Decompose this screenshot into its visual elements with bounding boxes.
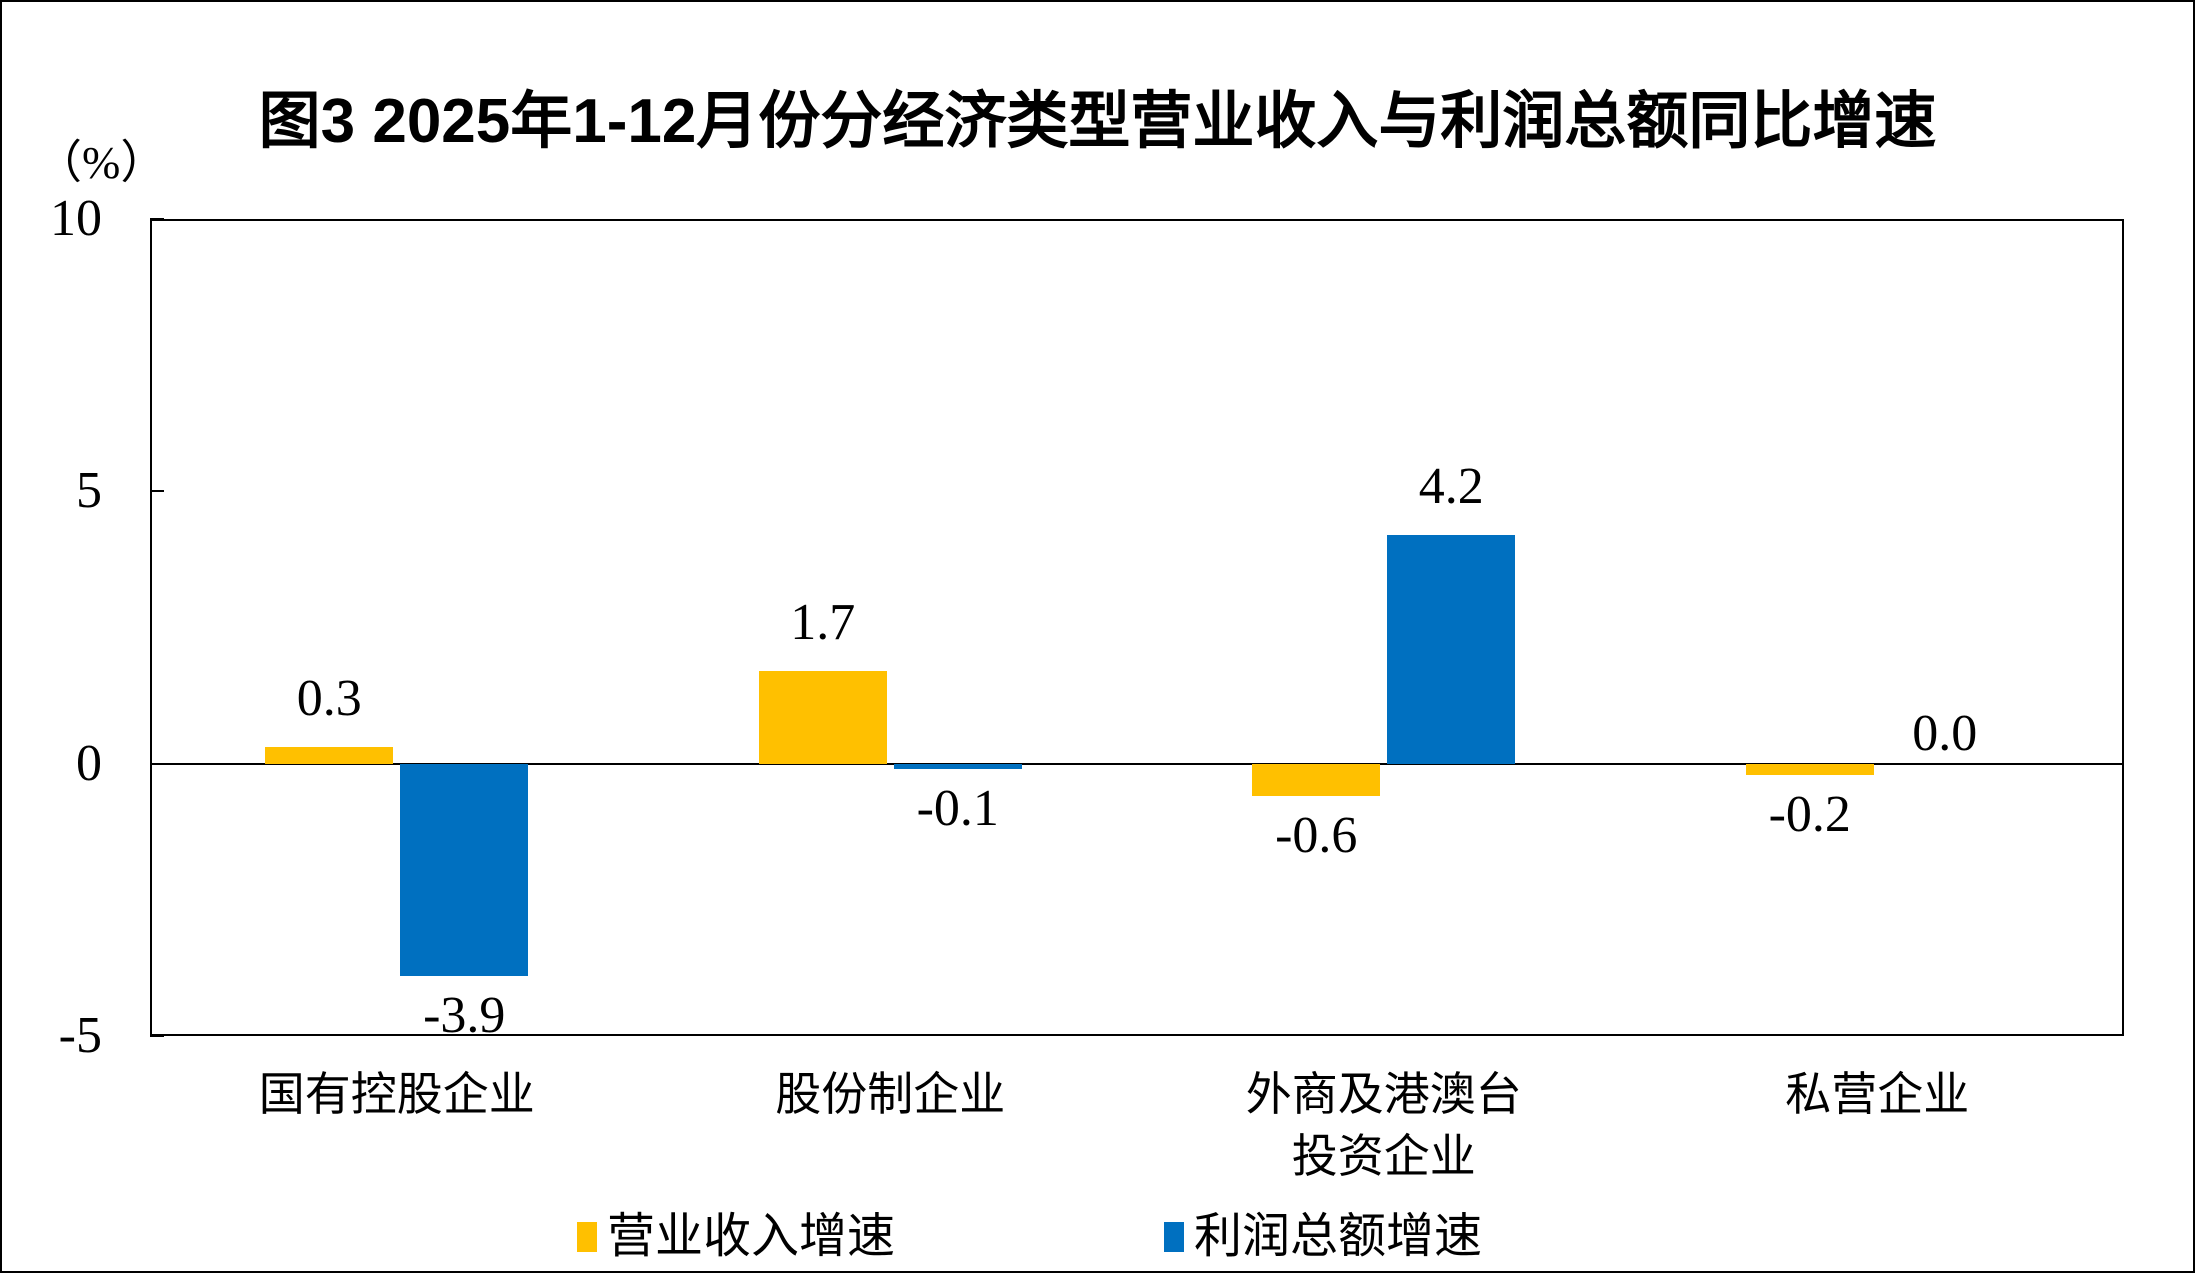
category-label: 股份制企业 <box>775 1069 1006 1120</box>
y-axis-tick <box>150 490 164 493</box>
y-tick-label: 0 <box>76 734 102 792</box>
category-label: 私营企业 <box>1785 1069 1970 1120</box>
y-axis-unit-label: （%） <box>36 137 167 188</box>
legend-label: 利润总额增速 <box>1194 1210 1483 1263</box>
bar <box>265 747 394 764</box>
y-tick-label: 10 <box>50 190 102 247</box>
category-label: 外商及港澳台 投资企业 <box>1245 1069 1522 1182</box>
bar-value-label: -0.6 <box>1275 807 1358 865</box>
bar-value-label: -0.2 <box>1768 785 1851 843</box>
bar <box>1387 534 1516 764</box>
legend-label: 营业收入增速 <box>607 1210 896 1263</box>
y-axis-tick <box>150 1035 164 1037</box>
category-label: 国有控股企业 <box>258 1069 535 1120</box>
legend-swatch <box>577 1222 597 1252</box>
legend-swatch <box>1164 1222 1184 1252</box>
y-axis-tick <box>150 218 164 220</box>
bar <box>758 671 887 764</box>
bar-value-label: 0.0 <box>1912 704 1978 762</box>
bar-value-label: 1.7 <box>790 594 856 652</box>
legend-item: 利润总额增速 <box>1164 1208 1482 1266</box>
bar <box>893 763 1022 770</box>
y-tick-label: 5 <box>76 462 102 520</box>
y-axis-tick <box>150 762 164 765</box>
bar-value-label: -0.1 <box>916 780 999 838</box>
y-tick-label: -5 <box>58 1007 102 1064</box>
bar <box>1252 763 1381 797</box>
bar-value-label: -3.9 <box>423 987 506 1045</box>
bar <box>400 763 529 977</box>
bar-value-label: 4.2 <box>1418 457 1484 515</box>
zero-axis-line <box>150 762 2124 765</box>
bar <box>1745 763 1874 775</box>
bar-value-label: 0.3 <box>296 670 362 728</box>
legend-item: 营业收入增速 <box>577 1208 895 1266</box>
chart-title: 图3 2025年1-12月份分经济类型营业收入与利润总额同比增速 <box>258 87 1937 156</box>
